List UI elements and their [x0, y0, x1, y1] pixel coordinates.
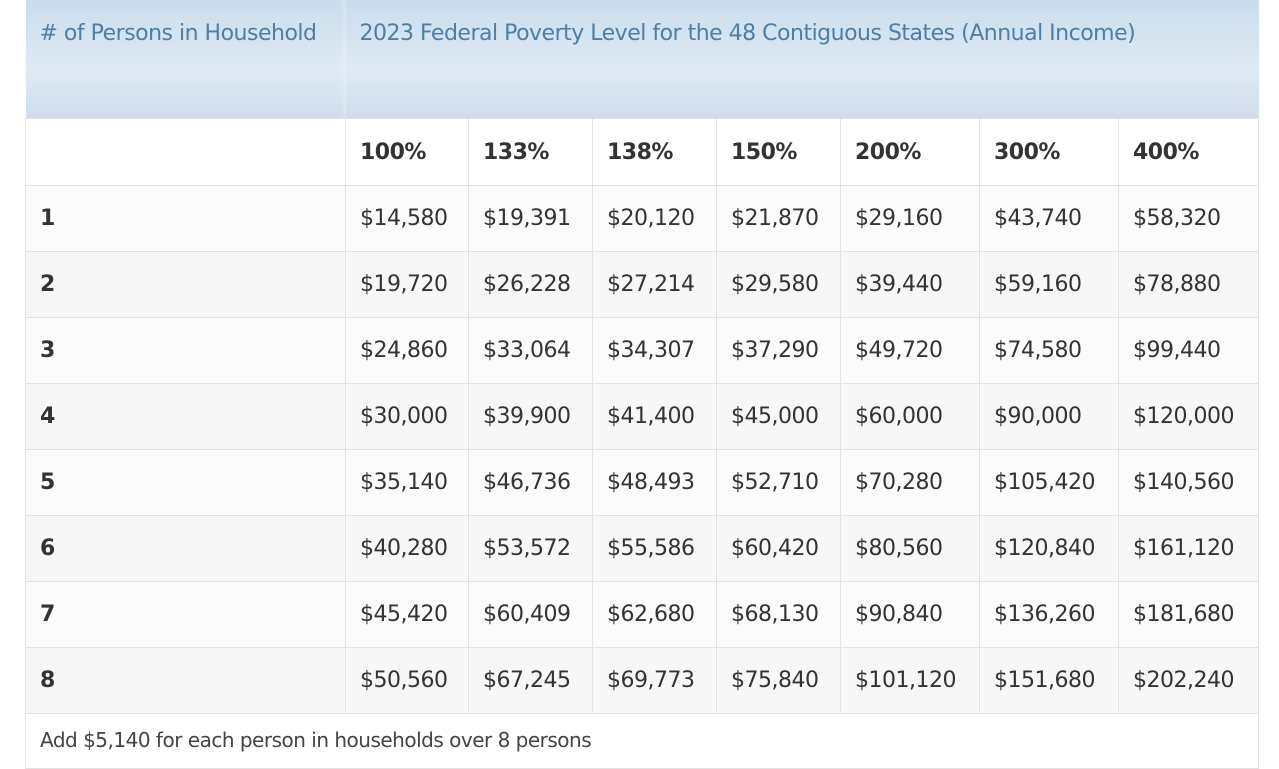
table-row: 7 $45,420 $60,409 $62,680 $68,130 $90,840 $136… [25, 581, 1260, 648]
income-cell: $151,680 [979, 647, 1119, 714]
income-cell: $181,680 [1117, 581, 1260, 648]
income-cell: $52,710 [716, 449, 841, 516]
income-cell: $60,409 [468, 581, 593, 648]
income-cell: $49,720 [840, 317, 980, 384]
empty-cell [25, 118, 346, 186]
household-size-cell: 1 [25, 185, 346, 252]
percent-column-header: 300% [979, 118, 1119, 186]
income-cell: $24,860 [345, 317, 469, 384]
percent-column-header: 400% [1117, 118, 1260, 186]
table-row: 4 $30,000 $39,900 $41,400 $45,000 $60,000 $90,… [25, 383, 1260, 450]
income-cell: $43,740 [979, 185, 1119, 252]
household-size-cell: 4 [25, 383, 346, 450]
income-cell: $35,140 [345, 449, 469, 516]
income-cell: $60,000 [840, 383, 980, 450]
income-cell: $39,900 [468, 383, 593, 450]
income-cell: $80,560 [840, 515, 980, 582]
table-row: 8 $50,560 $67,245 $69,773 $75,840 $101,120 $15… [25, 647, 1260, 714]
percent-column-header: 200% [840, 118, 980, 186]
household-size-cell: 2 [25, 251, 346, 318]
income-cell: $90,840 [840, 581, 980, 648]
income-cell: $45,420 [345, 581, 469, 648]
household-size-cell: 3 [25, 317, 346, 384]
fpl-header: 2023 Federal Poverty Level for the 48 Co… [345, 0, 1259, 119]
income-cell: $62,680 [592, 581, 717, 648]
income-cell: $26,228 [468, 251, 593, 318]
income-cell: $105,420 [979, 449, 1119, 516]
income-cell: $53,572 [468, 515, 593, 582]
income-cell: $29,580 [716, 251, 841, 318]
income-cell: $120,840 [979, 515, 1119, 582]
income-cell: $90,000 [979, 383, 1119, 450]
table-row: 5 $35,140 $46,736 $48,493 $52,710 $70,280 $105… [25, 449, 1260, 516]
income-cell: $202,240 [1117, 647, 1260, 714]
income-cell: $161,120 [1117, 515, 1260, 582]
income-cell: $59,160 [979, 251, 1119, 318]
income-cell: $19,391 [468, 185, 593, 252]
income-cell: $48,493 [592, 449, 717, 516]
percent-column-header: 150% [716, 118, 841, 186]
persons-header: # of Persons in Household [25, 0, 346, 119]
income-cell: $41,400 [592, 383, 717, 450]
income-cell: $45,000 [716, 383, 841, 450]
income-cell: $120,000 [1117, 383, 1260, 450]
income-cell: $136,260 [979, 581, 1119, 648]
income-cell: $69,773 [592, 647, 717, 714]
percent-column-header: 133% [468, 118, 593, 186]
income-cell: $74,580 [979, 317, 1119, 384]
poverty-level-table: # of Persons in Household 2023 Federal P… [24, 0, 1260, 769]
income-cell: $78,880 [1117, 251, 1260, 318]
table-row: 3 $24,860 $33,064 $34,307 $37,290 $49,720 $74,… [25, 317, 1260, 384]
income-cell: $140,560 [1117, 449, 1260, 516]
table-row: 2 $19,720 $26,228 $27,214 $29,580 $39,440 $59,… [25, 251, 1260, 318]
income-cell: $14,580 [345, 185, 469, 252]
income-cell: $40,280 [345, 515, 469, 582]
income-cell: $67,245 [468, 647, 593, 714]
income-cell: $34,307 [592, 317, 717, 384]
income-cell: $20,120 [592, 185, 717, 252]
income-cell: $68,130 [716, 581, 841, 648]
income-cell: $37,290 [716, 317, 841, 384]
income-cell: $58,320 [1117, 185, 1260, 252]
household-size-cell: 8 [25, 647, 346, 714]
income-cell: $101,120 [840, 647, 980, 714]
income-cell: $30,000 [345, 383, 469, 450]
table-row: 1 $14,580 $19,391 $20,120 $21,870 $29,160 $43,… [25, 185, 1260, 252]
income-cell: $19,720 [345, 251, 469, 318]
income-cell: $27,214 [592, 251, 717, 318]
income-cell: $39,440 [840, 251, 980, 318]
percent-column-header: 100% [345, 118, 469, 186]
income-cell: $46,736 [468, 449, 593, 516]
income-cell: $55,586 [592, 515, 717, 582]
income-cell: $50,560 [345, 647, 469, 714]
income-cell: $29,160 [840, 185, 980, 252]
table-row: 6 $40,280 $53,572 $55,586 $60,420 $80,560 $120… [25, 515, 1260, 582]
household-size-cell: 7 [25, 581, 346, 648]
household-size-cell: 5 [25, 449, 346, 516]
percent-column-header: 138% [592, 118, 717, 186]
income-cell: $33,064 [468, 317, 593, 384]
income-cell: $99,440 [1117, 317, 1260, 384]
footnote-row: Add $5,140 for each person in households… [24, 713, 1260, 769]
footnote: Add $5,140 for each person in households… [24, 713, 1260, 769]
income-cell: $21,870 [716, 185, 841, 252]
income-cell: $75,840 [716, 647, 841, 714]
household-size-cell: 6 [25, 515, 346, 582]
income-cell: $60,420 [716, 515, 841, 582]
income-cell: $70,280 [840, 449, 980, 516]
percent-header-row: 100% 133% 138% 150% 200% 300% 400% [25, 118, 1260, 186]
